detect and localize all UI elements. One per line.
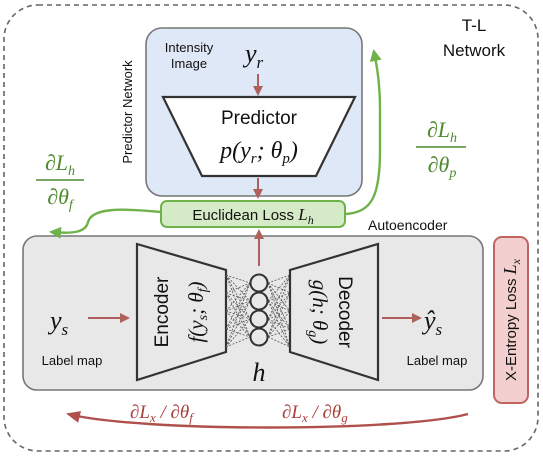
encoder-latent-connections <box>225 274 291 348</box>
grad-lh-theta-f-denominator: ∂θf <box>47 184 75 213</box>
encoder-title: Encoder <box>152 276 173 347</box>
y-r-symbol: yr <box>242 39 264 72</box>
network-title-line1: T-L <box>462 16 487 35</box>
predictor-network-label: Predictor Network <box>120 60 135 164</box>
label-map-output: Label map <box>407 353 468 368</box>
y-s-symbol: ys <box>47 306 69 339</box>
green-arrow-to-theta-p <box>345 49 382 216</box>
intensity-image-line2: Image <box>171 56 207 71</box>
xentropy-loss-box <box>493 236 529 404</box>
decoder-title: Decoder <box>334 276 355 348</box>
latent-node-4 <box>249 327 269 347</box>
bottom-gradient-arrow <box>66 411 469 429</box>
network-title-line2: Network <box>443 41 506 60</box>
latent-node-2 <box>249 291 269 311</box>
predictor-title: Predictor <box>221 108 298 129</box>
green-arrow-to-theta-f <box>49 208 162 239</box>
intensity-image-line1: Intensity <box>165 40 214 55</box>
latent-h-label: h <box>253 358 266 387</box>
grad-lh-theta-p-denominator: ∂θp <box>428 152 457 181</box>
latent-node-3 <box>249 309 269 329</box>
decoder-block <box>288 242 380 382</box>
tl-network-boundary <box>3 4 539 452</box>
predictor-block <box>161 95 357 178</box>
euclidean-loss-label: Euclidean Loss Lh <box>192 205 313 227</box>
grad-lx-theta-f: ∂Lx / ∂θf <box>130 402 195 425</box>
grad-lh-theta-p-numerator: ∂Lh <box>427 117 457 146</box>
grad-lh-theta-f-numerator: ∂Lh <box>45 150 75 179</box>
encoder-function: f(ys; θf) <box>184 281 211 342</box>
y-hat-s-symbol: ŷs <box>421 306 443 339</box>
euclidean-loss-box <box>160 200 346 228</box>
xentropy-loss-label: X-Entropy Loss Lx <box>500 258 523 381</box>
predictor-function: p(yr; θp) <box>218 138 298 167</box>
label-map-input: Label map <box>42 353 103 368</box>
latent-node-1 <box>249 273 269 293</box>
autoencoder-label: Autoencoder <box>368 217 448 233</box>
encoder-block <box>135 242 228 382</box>
decoder-function: g(h; θg) <box>305 280 332 345</box>
grad-lx-theta-g: ∂Lx / ∂θg <box>282 402 348 425</box>
